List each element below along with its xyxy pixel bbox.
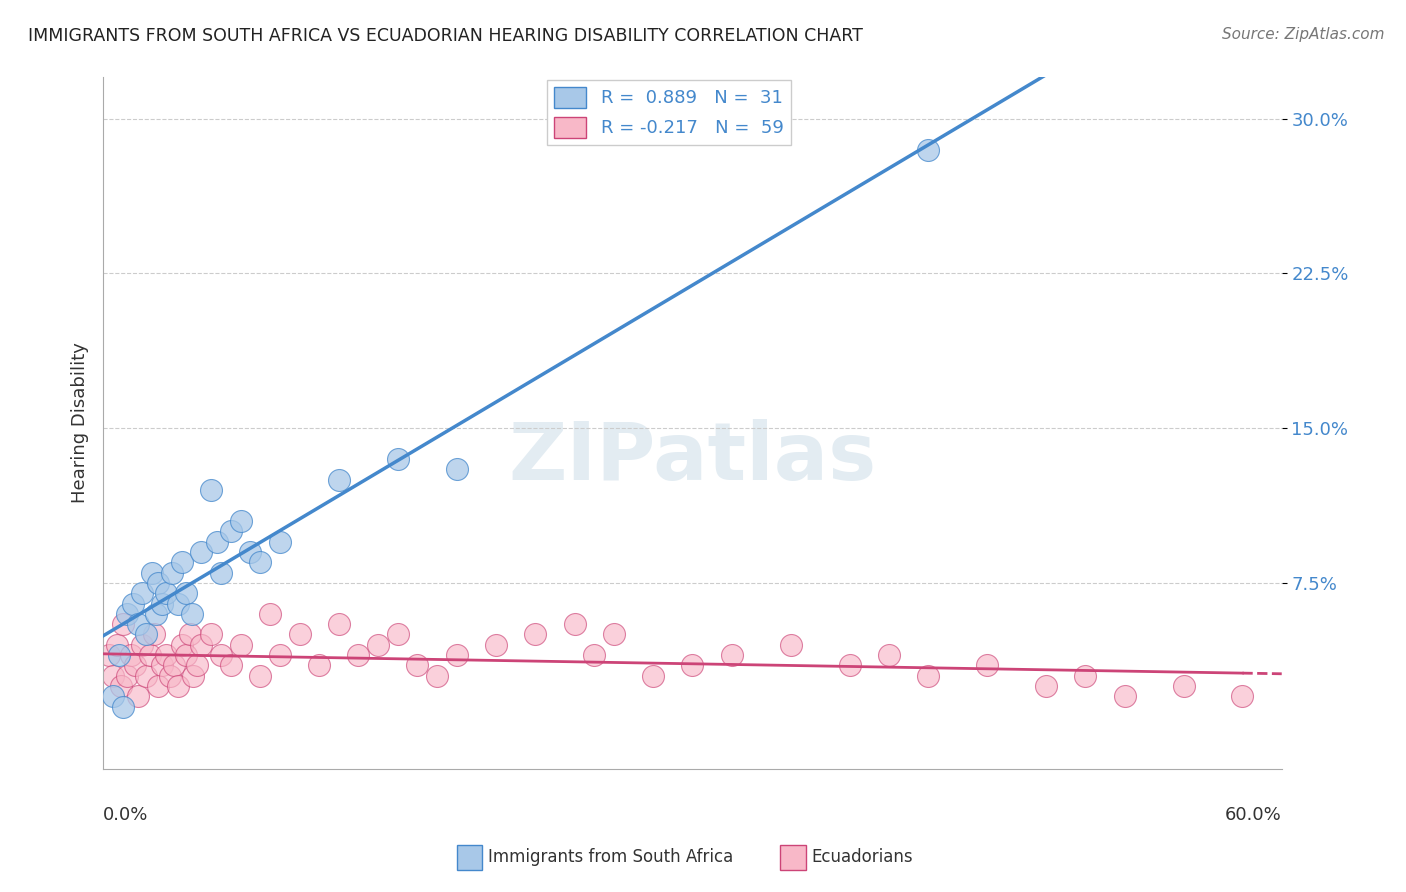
Point	[183, 669, 205, 683]
Point	[308, 658, 330, 673]
Point	[406, 658, 429, 673]
Point	[174, 586, 197, 600]
Text: 0.0%: 0.0%	[103, 805, 149, 823]
Point	[186, 658, 208, 673]
Point	[917, 669, 939, 683]
Point	[387, 627, 409, 641]
Point	[446, 648, 468, 662]
Point	[1232, 690, 1254, 704]
Point	[131, 638, 153, 652]
Point	[269, 534, 291, 549]
Point	[229, 514, 252, 528]
Point	[179, 627, 201, 641]
Point	[269, 648, 291, 662]
Point	[190, 545, 212, 559]
Point	[115, 607, 138, 621]
Point	[328, 617, 350, 632]
Point	[150, 658, 173, 673]
Point	[115, 669, 138, 683]
Point	[1035, 679, 1057, 693]
Point	[288, 627, 311, 641]
Point	[146, 679, 169, 693]
Point	[1074, 669, 1097, 683]
Point	[166, 679, 188, 693]
Point	[347, 648, 370, 662]
Point	[209, 566, 232, 580]
Point	[170, 638, 193, 652]
Point	[131, 586, 153, 600]
Point	[877, 648, 900, 662]
Point	[219, 658, 242, 673]
Point	[190, 638, 212, 652]
Text: 60.0%: 60.0%	[1225, 805, 1282, 823]
Point	[603, 627, 626, 641]
Point	[145, 607, 167, 621]
Point	[139, 648, 162, 662]
Point	[159, 669, 181, 683]
Y-axis label: Hearing Disability: Hearing Disability	[72, 343, 89, 503]
Text: Immigrants from South Africa: Immigrants from South Africa	[488, 848, 733, 866]
Point	[239, 545, 262, 559]
Point	[209, 648, 232, 662]
Point	[105, 638, 128, 652]
Legend: R =  0.889   N =  31, R = -0.217   N =  59: R = 0.889 N = 31, R = -0.217 N = 59	[547, 79, 792, 145]
Point	[976, 658, 998, 673]
Point	[524, 627, 547, 641]
Text: Source: ZipAtlas.com: Source: ZipAtlas.com	[1222, 27, 1385, 42]
Point	[200, 627, 222, 641]
Point	[446, 462, 468, 476]
Point	[643, 669, 665, 683]
Point	[328, 473, 350, 487]
Point	[155, 648, 177, 662]
Point	[111, 699, 134, 714]
Point	[141, 566, 163, 580]
Point	[163, 658, 186, 673]
Point	[124, 658, 146, 673]
Text: ZIPatlas: ZIPatlas	[509, 418, 876, 497]
Point	[1114, 690, 1136, 704]
Point	[110, 679, 132, 693]
Point	[200, 483, 222, 497]
Text: IMMIGRANTS FROM SOUTH AFRICA VS ECUADORIAN HEARING DISABILITY CORRELATION CHART: IMMIGRANTS FROM SOUTH AFRICA VS ECUADORI…	[28, 27, 863, 45]
Point	[160, 566, 183, 580]
Point	[219, 524, 242, 539]
Point	[180, 607, 202, 621]
Point	[720, 648, 742, 662]
Point	[838, 658, 860, 673]
Point	[249, 669, 271, 683]
Point	[367, 638, 389, 652]
Point	[135, 669, 157, 683]
Text: Ecuadorians: Ecuadorians	[811, 848, 912, 866]
Point	[127, 690, 149, 704]
Point	[101, 690, 124, 704]
Point	[146, 575, 169, 590]
Point	[426, 669, 449, 683]
Point	[98, 648, 121, 662]
Point	[101, 669, 124, 683]
Point	[121, 597, 143, 611]
Point	[917, 143, 939, 157]
Point	[681, 658, 703, 673]
Point	[779, 638, 801, 652]
Point	[166, 597, 188, 611]
Point	[564, 617, 586, 632]
Point	[229, 638, 252, 652]
Point	[108, 648, 131, 662]
Point	[120, 648, 142, 662]
Point	[111, 617, 134, 632]
Point	[583, 648, 606, 662]
Point	[150, 597, 173, 611]
Point	[485, 638, 508, 652]
Point	[249, 555, 271, 569]
Point	[155, 586, 177, 600]
Point	[170, 555, 193, 569]
Point	[205, 534, 228, 549]
Point	[259, 607, 281, 621]
Point	[127, 617, 149, 632]
Point	[135, 627, 157, 641]
Point	[174, 648, 197, 662]
Point	[1173, 679, 1195, 693]
Point	[143, 627, 166, 641]
Point	[387, 452, 409, 467]
